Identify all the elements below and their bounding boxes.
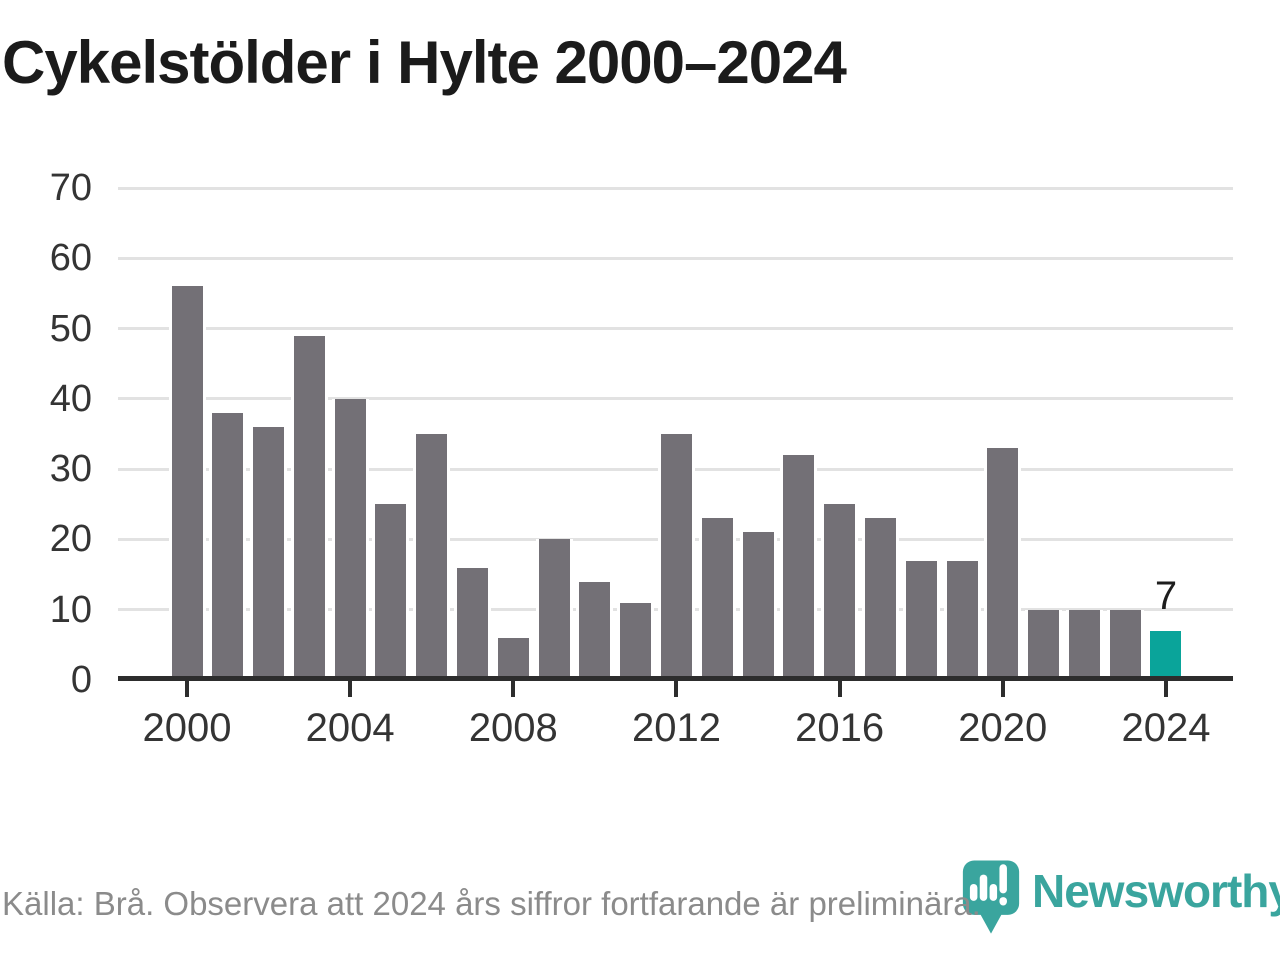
bar-2024 — [1147, 630, 1185, 680]
bar-2021 — [1025, 609, 1063, 680]
bar-2008 — [494, 637, 532, 680]
bar-2011 — [617, 602, 655, 680]
gridline-60 — [118, 256, 1233, 260]
newsworthy-wordmark: Newsworthy — [1032, 865, 1280, 917]
value-label-2024: 7 — [1154, 573, 1178, 618]
gridline-50 — [118, 327, 1233, 331]
y-axis-label-30: 30 — [49, 448, 92, 491]
newsworthy-logo: Newsworthy — [961, 856, 1280, 940]
source-note: Källa: Brå. Observera att 2024 års siffr… — [2, 885, 981, 922]
y-axis-label-0: 0 — [70, 659, 92, 701]
bar-2016 — [821, 504, 859, 680]
bar-2003 — [290, 335, 328, 680]
bar-2010 — [576, 581, 614, 680]
bar-2019 — [943, 560, 981, 680]
x-axis-tick-2008 — [511, 680, 516, 697]
x-axis-tick-2020 — [1000, 680, 1005, 697]
bar-2007 — [454, 567, 492, 680]
gridline-40 — [118, 397, 1233, 401]
bar-2017 — [861, 518, 899, 680]
bar-2023 — [1106, 609, 1144, 680]
y-axis-label-50: 50 — [49, 307, 92, 350]
bar-2015 — [780, 455, 818, 680]
x-axis-label-2016: 2016 — [795, 706, 885, 750]
bar-2000 — [168, 286, 206, 680]
bar-2002 — [250, 426, 288, 680]
y-axis-label-40: 40 — [49, 377, 92, 420]
bar-2004 — [331, 398, 369, 680]
x-axis-label-2024: 2024 — [1121, 706, 1211, 750]
bar-2020 — [984, 448, 1022, 680]
x-axis-label-2012: 2012 — [631, 706, 721, 750]
bar-2013 — [698, 518, 736, 680]
bar-2012 — [657, 434, 695, 680]
y-axis-label-10: 10 — [49, 588, 92, 631]
x-axis-label-2004: 2004 — [305, 706, 395, 750]
bar-2001 — [209, 412, 247, 680]
bar-2005 — [372, 504, 410, 680]
x-axis-tick-2000 — [185, 680, 189, 697]
y-axis-label-60: 60 — [49, 237, 92, 280]
x-axis-label-2020: 2020 — [958, 706, 1048, 750]
y-axis-label-70: 70 — [49, 167, 92, 209]
x-axis-tick-2016 — [837, 680, 842, 697]
x-axis-tick-2024 — [1163, 680, 1168, 697]
x-axis-label-2000: 2000 — [142, 706, 232, 750]
x-axis-line — [118, 676, 1233, 681]
bar-2009 — [535, 539, 573, 680]
bar-2014 — [739, 532, 777, 680]
x-axis-label-2008: 2008 — [468, 706, 558, 750]
gridline-70 — [118, 186, 1233, 190]
newsworthy-pin-barchart-icon — [962, 860, 1020, 934]
y-axis-label-20: 20 — [49, 518, 92, 561]
bar-2006 — [413, 434, 451, 680]
x-axis-tick-2004 — [348, 680, 353, 697]
bar-2018 — [902, 560, 940, 680]
bar-2022 — [1065, 609, 1103, 680]
x-axis-tick-2012 — [674, 680, 679, 697]
page-title: Cykelstölder i Hylte 2000–2024 — [2, 29, 847, 96]
